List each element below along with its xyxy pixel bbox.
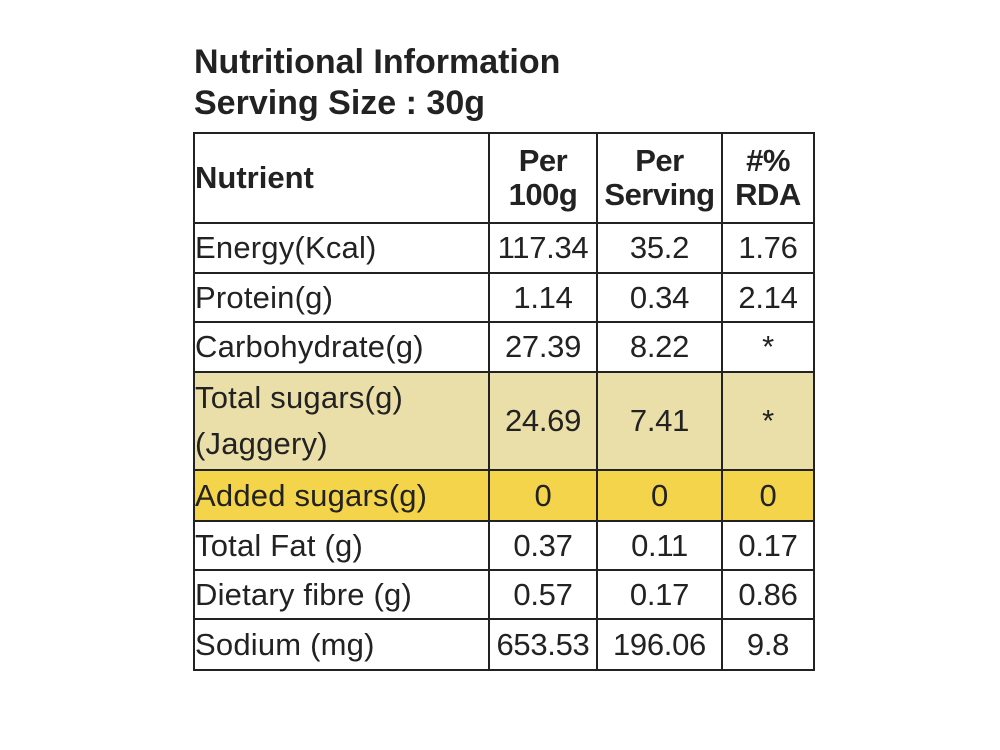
header-per-100g: Per 100g (488, 132, 598, 224)
per-serving-value: 35.2 (596, 222, 723, 274)
per-100g-value: 0.57 (488, 569, 598, 620)
nutrition-table: Nutrient Per 100g Per Serving #% RDA Ene… (193, 132, 815, 671)
nutrient-name: Energy(Kcal) (193, 222, 490, 274)
per-100g-value: 117.34 (488, 222, 598, 274)
nutrition-heading: Nutritional Information Serving Size : 3… (194, 42, 560, 124)
table-row: Total sugars(g) (Jaggery) 24.69 7.41 * (193, 371, 815, 471)
nutrient-name: Total Fat (g) (193, 520, 490, 571)
nutrient-name: Added sugars(g) (193, 469, 490, 522)
per-serving-value: 0.17 (596, 569, 723, 620)
rda-value: * (721, 321, 815, 373)
per-100g-value: 27.39 (488, 321, 598, 373)
nutrient-name: Sodium (mg) (193, 618, 490, 671)
per-100g-value: 1.14 (488, 272, 598, 323)
header-rda-line2: RDA (735, 177, 801, 212)
rda-value: 2.14 (721, 272, 815, 323)
table-row: Sodium (mg) 653.53 196.06 9.8 (193, 618, 815, 671)
nutrient-name-line2: (Jaggery) (195, 426, 328, 461)
per-100g-value: 0.37 (488, 520, 598, 571)
header-per-100g-line2: 100g (508, 177, 578, 212)
header-nutrient: Nutrient (193, 132, 490, 224)
per-100g-value: 653.53 (488, 618, 598, 671)
nutrient-name: Protein(g) (193, 272, 490, 323)
per-serving-value: 0 (596, 469, 723, 522)
per-serving-value: 8.22 (596, 321, 723, 373)
rda-value: 0.86 (721, 569, 815, 620)
header-per-serving-line1: Per (635, 143, 684, 178)
per-serving-value: 7.41 (596, 371, 723, 471)
nutrient-name: Carbohydrate(g) (193, 321, 490, 373)
serving-size: Serving Size : 30g (194, 84, 485, 122)
header-rda-line1: #% (746, 143, 790, 178)
header-per-serving-line2: Serving (604, 177, 715, 212)
per-100g-value: 24.69 (488, 371, 598, 471)
nutrient-name-line1: Total sugars(g) (195, 380, 404, 415)
table-row: Carbohydrate(g) 27.39 8.22 * (193, 321, 815, 373)
rda-value: 1.76 (721, 222, 815, 274)
table-row: Added sugars(g) 0 0 0 (193, 469, 815, 522)
per-serving-value: 0.34 (596, 272, 723, 323)
rda-value: 0 (721, 469, 815, 522)
header-per-serving: Per Serving (596, 132, 723, 224)
table-row: Total Fat (g) 0.37 0.11 0.17 (193, 520, 815, 571)
header-per-100g-line1: Per (518, 143, 568, 178)
nutrient-name: Dietary fibre (g) (193, 569, 490, 620)
table-header-row: Nutrient Per 100g Per Serving #% RDA (193, 132, 815, 224)
per-100g-value: 0 (488, 469, 598, 522)
per-serving-value: 0.11 (596, 520, 723, 571)
per-serving-value: 196.06 (596, 618, 723, 671)
header-rda: #% RDA (721, 132, 815, 224)
nutrient-name: Total sugars(g) (Jaggery) (193, 371, 490, 471)
page-title: Nutritional Information (194, 43, 561, 81)
rda-value: 9.8 (721, 618, 815, 671)
table-row: Dietary fibre (g) 0.57 0.17 0.86 (193, 569, 815, 620)
table-row: Energy(Kcal) 117.34 35.2 1.76 (193, 222, 815, 274)
rda-value: 0.17 (721, 520, 815, 571)
table-row: Protein(g) 1.14 0.34 2.14 (193, 272, 815, 323)
rda-value: * (721, 371, 815, 471)
